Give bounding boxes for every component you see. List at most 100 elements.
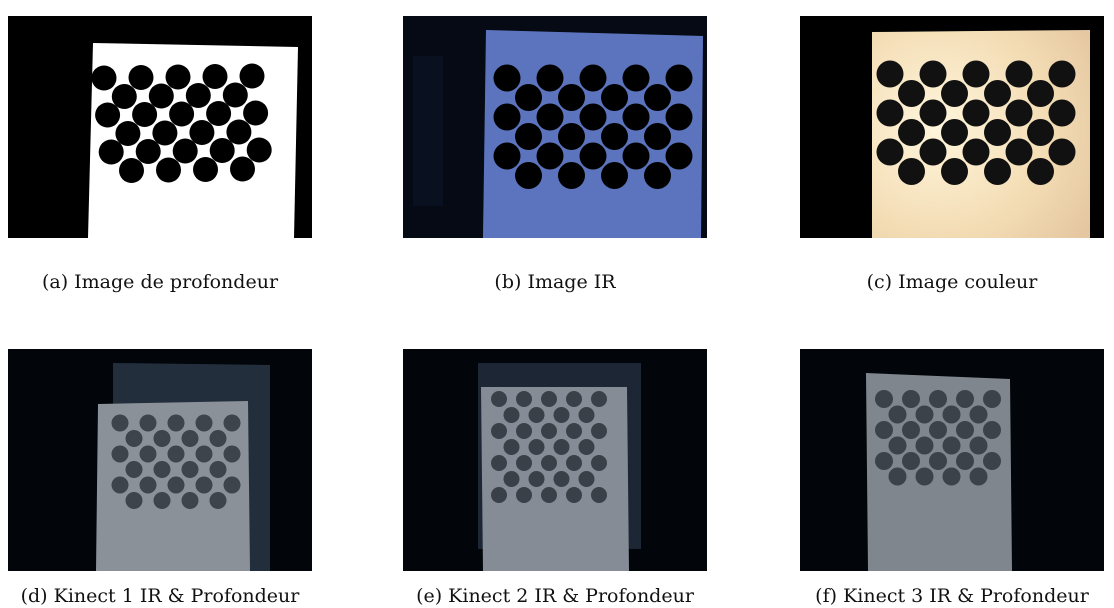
calibration-dot [541,455,557,471]
calibration-dot [888,436,907,455]
calibration-dot [95,102,121,128]
calibration-dot [169,101,195,127]
calibration-dot [558,123,585,150]
calibration-dot [541,391,557,407]
calibration-dot [622,64,650,92]
calibration-dot [578,439,595,455]
calibration-dot [153,430,171,447]
calibration-dot [1048,138,1076,166]
calibration-dot [223,445,241,463]
calibration-dot [167,445,185,463]
dot-grid [875,390,1001,486]
calibration-dot [902,452,920,470]
calibration-dot [558,84,585,111]
calibration-dot [962,60,990,88]
calibration-dot [223,476,241,494]
dot-grid [493,64,693,189]
calibration-dot [193,157,218,182]
calibration-dot [503,407,520,423]
calibration-dot [622,103,650,131]
calibration-dot [644,123,671,150]
depth-image-svg [8,16,312,238]
calibration-dot [956,452,974,470]
calibration-dot [969,467,988,486]
calibration-dot [579,103,607,131]
calibration-dot [579,64,607,92]
color-image [800,16,1104,238]
calibration-dot [156,157,181,183]
color-image-svg [800,16,1104,238]
calibration-dot [962,99,990,127]
calibration-dot [1027,158,1054,185]
calibration-dot [984,119,1011,146]
calibration-dot [209,138,235,163]
calibration-dot [493,142,521,170]
calibration-dot [515,162,542,189]
calibration-dot [167,414,185,432]
calibration-dot [516,423,532,439]
calibration-dot [898,119,925,146]
dot-grid [491,391,607,503]
calibration-dot [875,452,893,470]
calibration-dot [1005,99,1033,127]
calibration-dot [493,64,521,92]
calibration-dot [536,142,564,170]
calibration-dot [969,436,988,455]
calibration-dot [491,391,507,407]
calibration-dot [125,461,143,478]
caption-f: (f) Kinect 3 IR & Profondeur [815,585,1089,607]
calibration-dot [1048,60,1076,88]
caption-b: (b) Image IR [494,271,616,293]
calibration-dot [929,452,947,470]
calibration-dot [528,471,545,487]
calibration-dot [181,430,199,447]
calibration-dot [665,64,693,92]
calibration-dot [206,101,232,126]
calibration-dot [202,64,228,89]
calibration-dot [876,99,904,127]
calibration-dot [148,83,174,109]
calibration-dot [941,80,968,107]
calibration-dot [195,476,213,494]
calibration-dot [139,476,157,494]
calibration-dot [578,471,595,487]
calibration-dot [898,80,925,107]
calibration-dot [119,158,144,183]
calibration-dot [601,162,628,189]
calibration-dot [491,455,507,471]
calibration-dot [152,120,178,146]
calibration-dot [984,80,1011,107]
calibration-dot [622,142,650,170]
calibration-dot [553,471,570,487]
calibration-dot [515,123,542,150]
kinect3-overlay [800,349,1104,571]
calibration-dot [591,487,607,503]
calibration-dot [983,421,1001,439]
calibration-dot [516,391,532,407]
calibration-dot [230,156,255,182]
calibration-dot [536,103,564,131]
calibration-dot [553,439,570,455]
calibration-dot [528,407,545,423]
calibration-dot [185,83,211,108]
calibration-dot [969,405,988,424]
calibration-dot [222,82,248,108]
calibration-dot [209,492,227,509]
calibration-dot [902,390,920,408]
calibration-dot [153,461,171,478]
calibration-dot [942,405,961,424]
calibration-dot [125,430,143,447]
calibration-dot [98,139,124,165]
calibration-dot [536,64,564,92]
calibration-dot [644,162,671,189]
calibration-dot [915,467,934,486]
calibration-dot [601,123,628,150]
caption-c: (c) Image couleur [866,271,1038,293]
ir-image [403,16,707,238]
kinect1-overlay [8,349,312,571]
calibration-dot [246,137,272,163]
calibration-dot [516,487,532,503]
calibration-dot [503,471,520,487]
calibration-dot [898,158,925,185]
calibration-dot [139,445,157,463]
